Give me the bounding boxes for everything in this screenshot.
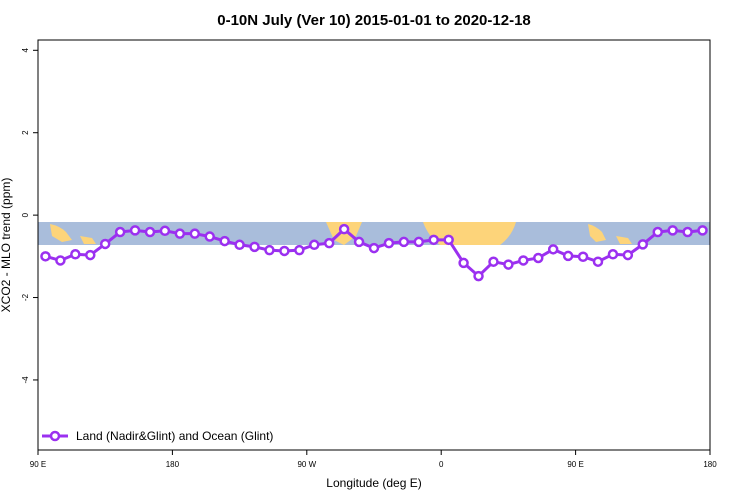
point (592, 256, 604, 267)
point (652, 226, 663, 238)
x-tick-label: 90 W (297, 460, 316, 469)
point (488, 256, 499, 267)
x-tick-label: 90 E (30, 460, 46, 469)
point (637, 239, 649, 250)
y-tick-label: 4 (21, 48, 30, 53)
point (622, 249, 634, 261)
point (338, 223, 350, 235)
y-tick-label: 0 (21, 212, 30, 217)
point (144, 226, 156, 238)
legend-label: Land (Nadir&Glint) and Ocean (Glint) (76, 429, 273, 443)
point (129, 225, 141, 236)
point (458, 257, 469, 269)
chart-title: 0-10N July (Ver 10) 2015-01-01 to 2020-1… (217, 12, 531, 29)
y-tick-label: 2 (21, 130, 30, 135)
point (533, 252, 544, 264)
point (174, 228, 186, 239)
point (682, 226, 693, 238)
y-tick-label: -4 (21, 376, 30, 384)
point (189, 228, 201, 239)
point (473, 270, 484, 282)
point (114, 226, 126, 238)
point (55, 255, 66, 266)
point (309, 239, 320, 251)
point (398, 236, 410, 248)
point (264, 244, 275, 256)
legend-marker (49, 430, 61, 442)
point (99, 238, 111, 250)
point (353, 236, 365, 248)
x-tick-label: 90 E (567, 460, 583, 469)
x-tick-label: 180 (703, 460, 717, 469)
x-tick-label: 0 (439, 460, 444, 469)
point (323, 237, 335, 249)
point (70, 249, 81, 260)
point (697, 225, 708, 236)
point (413, 236, 425, 248)
x-axis-label: Longitude (deg E) (326, 476, 421, 490)
point (294, 244, 305, 256)
plot-frame (37, 39, 711, 451)
point (667, 225, 678, 236)
point (159, 225, 171, 237)
point (249, 241, 260, 253)
point (368, 242, 380, 254)
point (562, 250, 574, 262)
point (279, 245, 290, 257)
point (503, 259, 514, 270)
point (383, 237, 395, 249)
y-axis-label: XCO2 - MLO trend (ppm) (0, 178, 13, 313)
point (234, 239, 245, 251)
point (607, 249, 619, 260)
point (547, 244, 559, 255)
point (428, 234, 439, 246)
point (219, 235, 230, 247)
x-tick-label: 180 (166, 460, 180, 469)
point (443, 234, 454, 246)
y-tick-label: -2 (21, 293, 30, 301)
point (40, 251, 51, 262)
point (85, 249, 96, 261)
point (518, 255, 529, 266)
point (577, 251, 589, 262)
point (204, 231, 215, 242)
